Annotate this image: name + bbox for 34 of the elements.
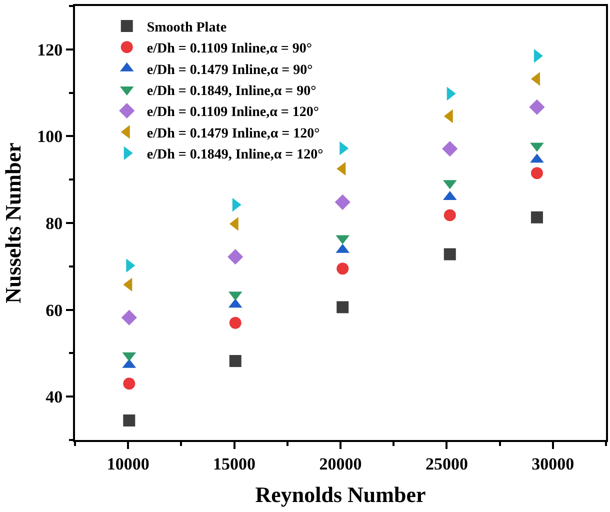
y-tick-label: 80 [46, 214, 63, 233]
point [442, 140, 458, 157]
y-tick-label: 40 [46, 388, 63, 407]
legend-label: e/Dh = 0.1479 Inline,α = 90° [146, 62, 313, 78]
point [444, 248, 456, 260]
point [123, 414, 136, 426]
point [334, 194, 350, 210]
point [229, 355, 242, 368]
legend-label: e/Dh = 0.1849, Inline,α = 90° [146, 84, 316, 99]
y-tick-label: 100 [37, 127, 63, 146]
x-tick-label: 10000 [106, 454, 150, 474]
point [123, 378, 136, 390]
legend-label: e/Dh = 0.1109 Inline,α = 90° [146, 42, 312, 57]
point [530, 211, 543, 224]
x-tick-label: 20000 [319, 454, 362, 474]
point [336, 301, 349, 314]
point [530, 167, 543, 180]
point [336, 262, 349, 275]
legend-label: e/Dh = 0.1849, Inline,α = 120° [146, 148, 324, 163]
x-tick-label: 25000 [425, 454, 468, 474]
point [121, 310, 137, 326]
point [444, 209, 456, 222]
y-tick-label: 60 [46, 300, 63, 320]
x-tick-label: 30000 [532, 454, 574, 474]
x-tick-label: 15000 [213, 454, 256, 474]
legend-label: e/Dh = 0.1479 Inline,α = 120° [146, 126, 320, 142]
legend-label: e/Dh = 0.1109 Inline,α = 120° [146, 105, 319, 120]
y-axis-title: Nusselts Number [0, 142, 26, 304]
point [229, 316, 242, 329]
legend-label: Smooth Plate [146, 20, 227, 36]
point [529, 99, 545, 115]
x-axis-title: Reynolds Number [255, 482, 426, 507]
y-tick-label: 120 [37, 40, 63, 60]
point [228, 249, 244, 265]
